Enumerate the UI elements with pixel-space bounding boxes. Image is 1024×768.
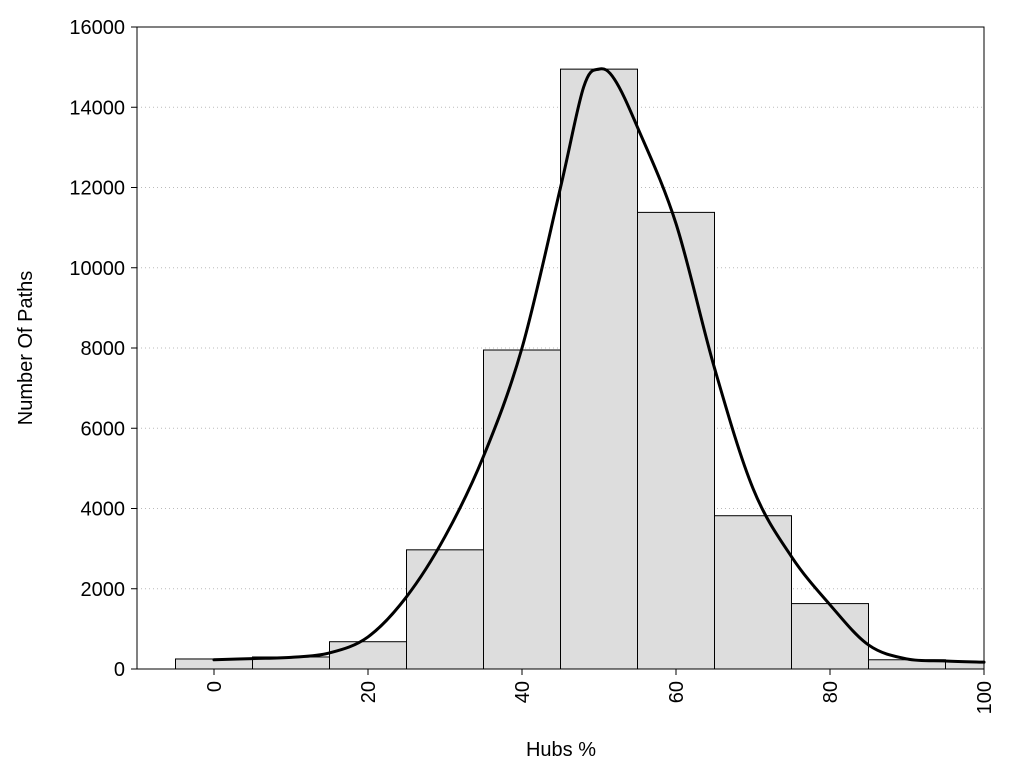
histogram-bar — [791, 603, 869, 670]
y-tick-label: 6000 — [81, 418, 126, 440]
y-tick-label: 16000 — [69, 17, 125, 39]
x-tick-label: 80 — [820, 681, 842, 703]
histogram-bar — [329, 641, 407, 670]
y-axis-label: Number Of Paths — [15, 271, 37, 426]
y-tick-label: 8000 — [81, 338, 126, 360]
y-tick-label: 2000 — [81, 579, 126, 601]
density-curve-group — [212, 67, 986, 664]
histogram-bar — [406, 549, 484, 670]
y-tick-label: 12000 — [69, 178, 125, 200]
x-tick-label: 60 — [666, 681, 688, 703]
density-curve — [212, 67, 986, 664]
histogram-bar — [714, 515, 792, 670]
y-tick-label: 10000 — [69, 258, 125, 280]
x-axis-ticks: 0 20 40 60 80 100 — [204, 669, 996, 714]
histogram-bar — [637, 211, 715, 670]
histogram-bar — [483, 349, 561, 670]
x-tick-label: 0 — [204, 681, 226, 692]
y-tick-label: 0 — [114, 659, 125, 681]
histogram-bar — [560, 68, 638, 670]
x-tick-label: 40 — [512, 681, 534, 703]
y-tick-label: 14000 — [69, 97, 125, 119]
y-tick-label: 4000 — [81, 499, 126, 521]
y-axis-ticks: 0 2000 4000 6000 8000 10000 12000 14000 16000 — [69, 17, 137, 681]
histogram-bars — [175, 68, 985, 670]
x-axis-label: Hubs % — [526, 739, 596, 761]
x-tick-label: 100 — [974, 681, 996, 714]
x-tick-label: 20 — [358, 681, 380, 703]
